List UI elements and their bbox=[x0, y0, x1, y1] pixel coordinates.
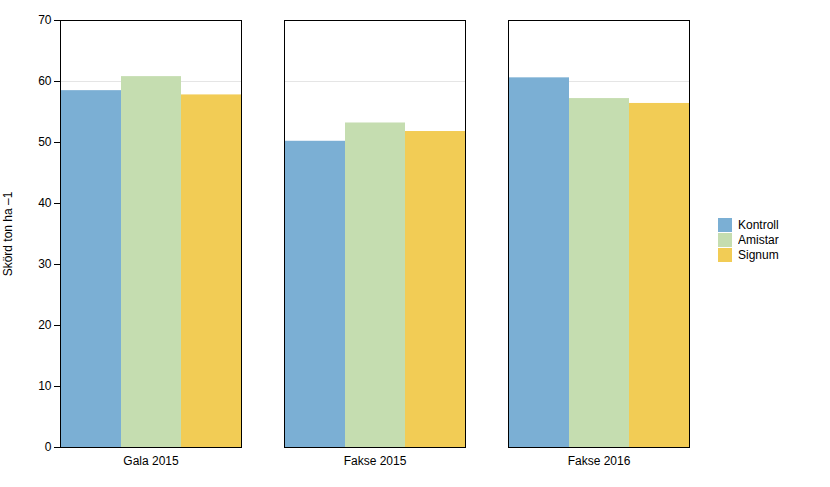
html-text:Amistar: Amistar bbox=[738, 233, 779, 247]
svg-text:20: 20 bbox=[38, 318, 52, 332]
html-text:Kontroll: Kontroll bbox=[738, 218, 779, 232]
svg-text:10: 10 bbox=[38, 379, 52, 393]
svg-text:Fakse 2015: Fakse 2015 bbox=[344, 454, 407, 468]
svg-text:50: 50 bbox=[38, 135, 52, 149]
svg-text:60: 60 bbox=[38, 74, 52, 88]
svg-text:30: 30 bbox=[38, 257, 52, 271]
svg-text:0: 0 bbox=[45, 440, 52, 454]
svg-text:40: 40 bbox=[38, 196, 52, 210]
svg-text:Fakse 2016: Fakse 2016 bbox=[568, 454, 631, 468]
svg-text:70: 70 bbox=[38, 13, 52, 27]
html-text:Signum: Signum bbox=[738, 248, 779, 262]
svg-text:Skörd ton ha –1: Skörd ton ha –1 bbox=[1, 191, 15, 276]
svg-text:Gala 2015: Gala 2015 bbox=[123, 454, 179, 468]
